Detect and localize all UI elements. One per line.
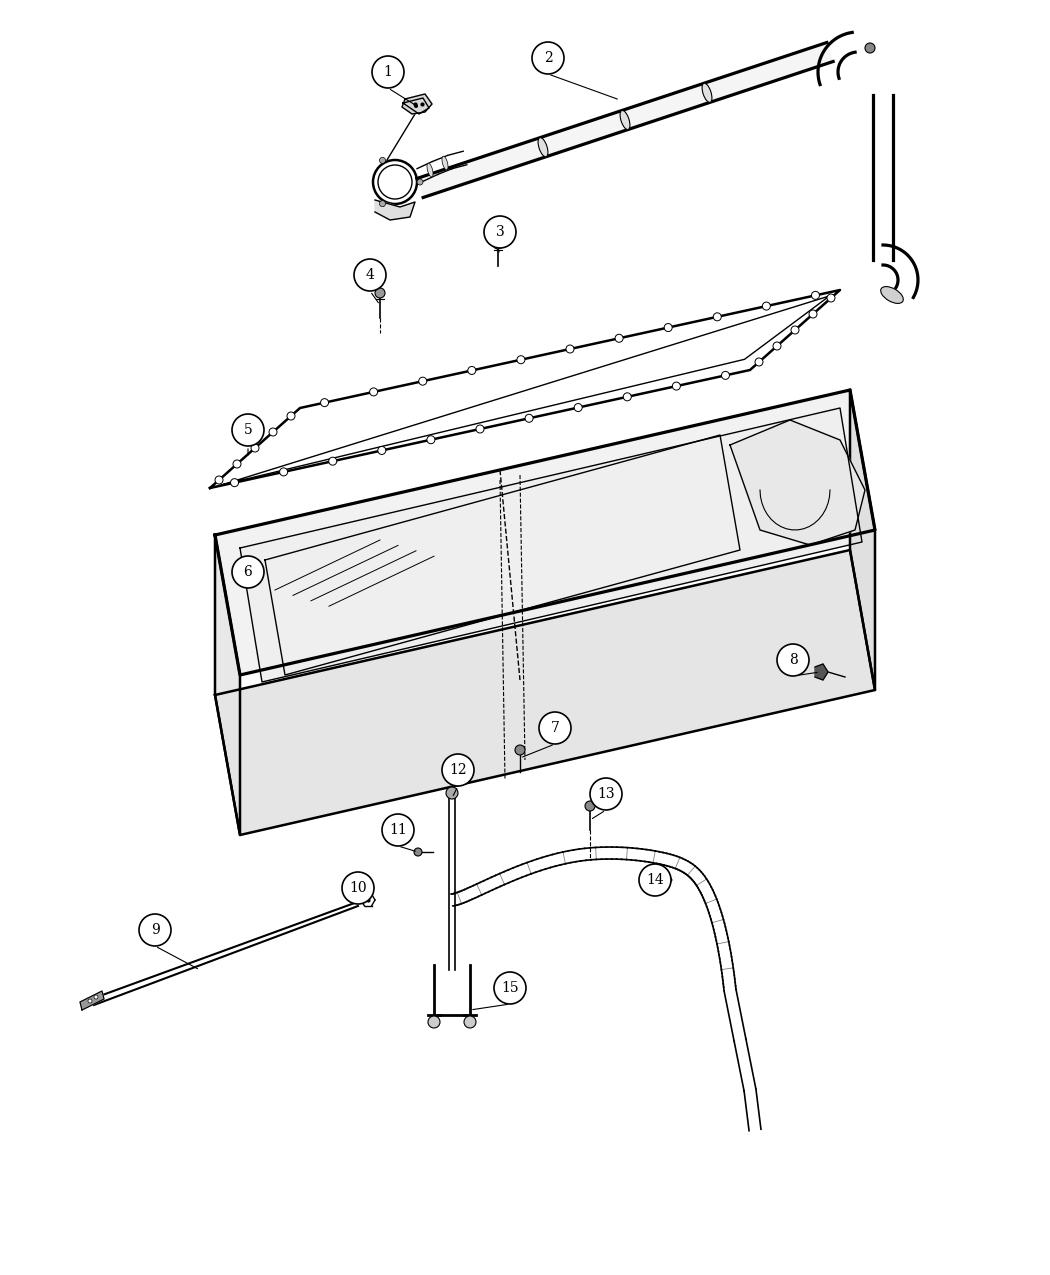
Ellipse shape xyxy=(538,138,548,157)
Circle shape xyxy=(585,801,595,811)
Circle shape xyxy=(865,43,875,54)
Circle shape xyxy=(721,371,730,380)
Circle shape xyxy=(657,877,663,884)
Circle shape xyxy=(615,334,623,342)
Circle shape xyxy=(287,412,295,419)
Ellipse shape xyxy=(621,111,630,130)
Text: 10: 10 xyxy=(350,881,366,895)
Polygon shape xyxy=(815,664,828,680)
Polygon shape xyxy=(215,390,875,674)
Circle shape xyxy=(231,478,238,487)
Circle shape xyxy=(379,200,385,207)
Text: 8: 8 xyxy=(789,653,797,667)
Circle shape xyxy=(639,864,671,896)
Circle shape xyxy=(755,358,763,366)
Circle shape xyxy=(464,1016,476,1028)
Text: 5: 5 xyxy=(244,423,252,437)
Text: 15: 15 xyxy=(501,980,519,994)
Text: 4: 4 xyxy=(365,268,375,282)
Circle shape xyxy=(590,778,622,810)
Circle shape xyxy=(468,366,476,375)
Circle shape xyxy=(808,310,817,317)
Circle shape xyxy=(378,446,385,454)
Circle shape xyxy=(574,404,582,412)
Circle shape xyxy=(442,754,474,785)
Circle shape xyxy=(94,994,98,1000)
Circle shape xyxy=(370,388,378,397)
Text: 2: 2 xyxy=(544,51,552,65)
Circle shape xyxy=(713,312,721,321)
Circle shape xyxy=(446,787,458,799)
Circle shape xyxy=(354,259,386,291)
Circle shape xyxy=(414,848,422,856)
Circle shape xyxy=(320,399,329,407)
Circle shape xyxy=(427,436,435,444)
Circle shape xyxy=(773,342,781,351)
Circle shape xyxy=(269,428,277,436)
Text: 11: 11 xyxy=(390,822,407,836)
Circle shape xyxy=(672,382,680,390)
Circle shape xyxy=(514,745,525,755)
Circle shape xyxy=(665,324,672,332)
Circle shape xyxy=(382,813,414,847)
Circle shape xyxy=(812,292,819,300)
Polygon shape xyxy=(645,868,672,892)
Circle shape xyxy=(428,1016,440,1028)
Text: 3: 3 xyxy=(496,224,504,238)
Circle shape xyxy=(532,42,564,74)
Polygon shape xyxy=(402,94,432,113)
Circle shape xyxy=(215,476,223,484)
Polygon shape xyxy=(375,200,415,221)
Circle shape xyxy=(232,556,264,588)
Circle shape xyxy=(279,468,288,476)
Circle shape xyxy=(329,458,337,465)
Polygon shape xyxy=(240,408,862,682)
Circle shape xyxy=(414,105,418,108)
Text: 13: 13 xyxy=(597,787,615,801)
Polygon shape xyxy=(403,98,429,113)
Ellipse shape xyxy=(427,163,433,177)
Circle shape xyxy=(139,914,171,946)
Circle shape xyxy=(342,872,374,904)
Circle shape xyxy=(372,56,404,88)
Text: 7: 7 xyxy=(550,720,560,734)
Polygon shape xyxy=(80,991,104,1010)
Circle shape xyxy=(476,425,484,434)
Polygon shape xyxy=(215,536,240,835)
Circle shape xyxy=(827,295,835,302)
Text: 12: 12 xyxy=(449,762,467,776)
Circle shape xyxy=(419,377,426,385)
Circle shape xyxy=(539,711,571,745)
Ellipse shape xyxy=(442,157,448,170)
Text: 9: 9 xyxy=(150,923,160,937)
Text: 14: 14 xyxy=(646,873,664,887)
Circle shape xyxy=(525,414,533,422)
Polygon shape xyxy=(850,390,875,690)
Polygon shape xyxy=(215,550,875,835)
Ellipse shape xyxy=(702,83,712,102)
Circle shape xyxy=(494,238,503,249)
Circle shape xyxy=(417,179,423,185)
Circle shape xyxy=(517,356,525,363)
Ellipse shape xyxy=(881,287,903,303)
Circle shape xyxy=(777,644,808,676)
Polygon shape xyxy=(730,419,865,544)
Circle shape xyxy=(566,346,574,353)
Circle shape xyxy=(379,157,385,163)
Circle shape xyxy=(484,215,516,249)
Circle shape xyxy=(232,414,264,446)
Circle shape xyxy=(624,393,631,400)
Circle shape xyxy=(375,288,385,298)
Text: 6: 6 xyxy=(244,565,252,579)
Circle shape xyxy=(88,1000,92,1003)
Circle shape xyxy=(791,326,799,334)
Circle shape xyxy=(762,302,771,310)
Circle shape xyxy=(494,972,526,1003)
Polygon shape xyxy=(417,42,833,198)
Circle shape xyxy=(251,444,259,453)
Circle shape xyxy=(233,460,242,468)
Text: 1: 1 xyxy=(383,65,393,79)
